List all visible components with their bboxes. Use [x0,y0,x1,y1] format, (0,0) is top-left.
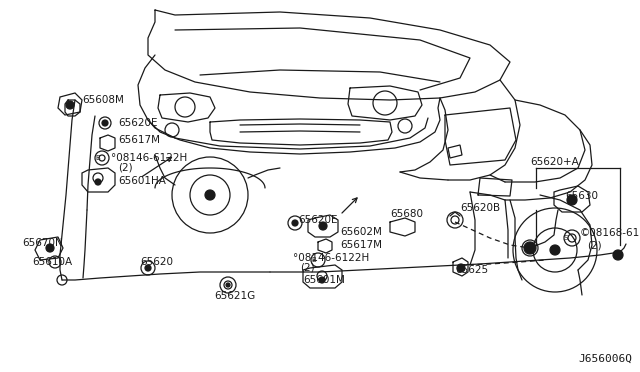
Text: ©08168-6161A: ©08168-6161A [580,228,640,238]
Text: B: B [95,155,100,161]
Circle shape [145,265,151,271]
Text: 65620E: 65620E [118,118,157,128]
Text: J656006Q: J656006Q [578,354,632,364]
Text: 65670N: 65670N [22,238,63,248]
Text: 65601M: 65601M [303,275,345,285]
Text: 65620B: 65620B [460,203,500,213]
Text: 65620+A: 65620+A [530,157,579,167]
Text: (2): (2) [587,240,602,250]
Circle shape [457,264,465,272]
Circle shape [524,242,536,254]
Circle shape [550,245,560,255]
Circle shape [567,195,577,205]
Text: 65620: 65620 [140,257,173,267]
Text: 65602M: 65602M [340,227,382,237]
Text: S: S [564,235,568,241]
Text: 65601HA: 65601HA [118,176,166,186]
Text: 65608M: 65608M [82,95,124,105]
Text: 65617M: 65617M [118,135,160,145]
Circle shape [613,250,623,260]
Circle shape [66,101,74,109]
Text: (2): (2) [118,163,132,173]
Circle shape [319,222,327,230]
Text: (2): (2) [300,263,315,273]
Text: °08146-6122H: °08146-6122H [111,153,188,163]
Text: B: B [311,257,316,263]
Text: °08146-6122H: °08146-6122H [293,253,369,263]
Circle shape [46,244,54,252]
Text: 65617M: 65617M [340,240,382,250]
Text: 65620E: 65620E [298,215,337,225]
Circle shape [205,190,215,200]
Text: 65625: 65625 [455,265,488,275]
Circle shape [292,220,298,226]
Circle shape [95,179,101,185]
Circle shape [102,120,108,126]
Text: 65630: 65630 [565,191,598,201]
Circle shape [319,277,325,283]
Circle shape [226,283,230,287]
Text: 65680: 65680 [390,209,423,219]
Text: 65610A: 65610A [32,257,72,267]
Text: 65621G: 65621G [214,291,255,301]
